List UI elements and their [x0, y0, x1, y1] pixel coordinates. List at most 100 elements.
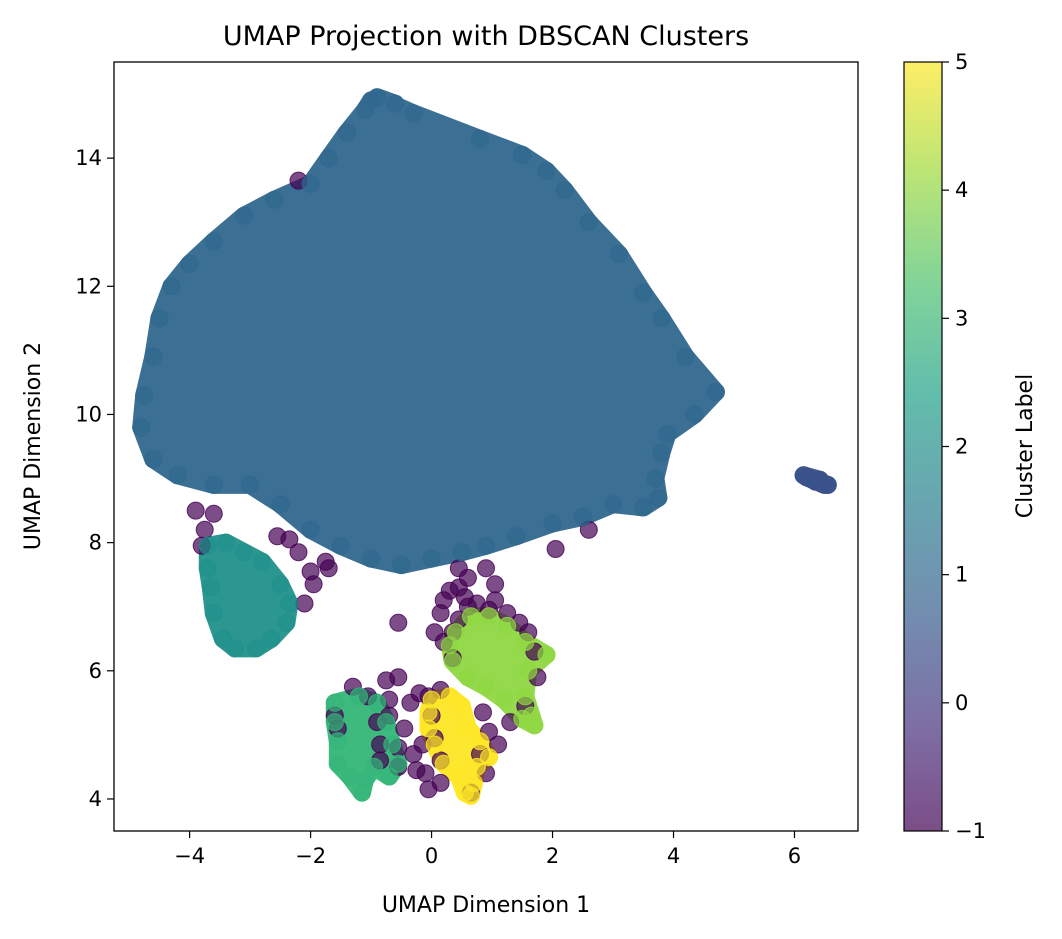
- data-point-cluster-1: [331, 536, 350, 555]
- y-tick-label: 4: [89, 787, 102, 811]
- data-point-cluster--1: [280, 530, 299, 549]
- y-tick-label: 14: [75, 146, 102, 170]
- data-point-cluster-1: [452, 543, 471, 562]
- data-point-cluster-4: [495, 690, 514, 709]
- data-point-cluster--1: [377, 671, 396, 690]
- data-point-cluster-1: [301, 174, 320, 193]
- data-point-cluster--1: [486, 575, 505, 594]
- y-axis: 4 6 8 10 12 14: [75, 146, 114, 811]
- data-point-cluster-2: [262, 629, 281, 648]
- y-tick-label: 12: [75, 274, 102, 298]
- data-point-cluster-2: [271, 575, 290, 594]
- data-point-cluster-2: [213, 629, 232, 648]
- data-point-cluster-1: [471, 129, 489, 148]
- data-point-cluster-1: [180, 254, 199, 273]
- data-point-cluster-3: [328, 732, 347, 751]
- data-point-cluster-5: [434, 754, 453, 773]
- data-point-cluster-2: [280, 594, 299, 613]
- data-point-cluster-1: [241, 475, 260, 494]
- data-point-cluster-5: [455, 783, 474, 802]
- data-point-cluster-4: [477, 677, 495, 696]
- data-point-cluster--1: [449, 559, 468, 578]
- data-point-cluster-5: [440, 687, 459, 706]
- data-point-cluster-5: [419, 719, 438, 738]
- data-point-cluster-3: [389, 754, 408, 773]
- data-point-cluster--1: [289, 543, 308, 562]
- x-tick-label: −4: [174, 844, 205, 868]
- data-point-cluster--1: [204, 504, 223, 523]
- data-point-cluster--1: [546, 540, 565, 558]
- data-point-cluster-3: [353, 783, 371, 802]
- data-point-cluster--1: [419, 780, 438, 799]
- data-point-cluster--1: [195, 520, 214, 539]
- data-point-cluster-1: [579, 213, 598, 232]
- data-point-cluster-4: [480, 607, 498, 626]
- data-point-cluster-1: [386, 94, 405, 113]
- x-tick-label: 6: [788, 844, 801, 868]
- data-point-cluster-2: [253, 552, 272, 571]
- data-point-cluster-1: [319, 149, 338, 168]
- data-point-cluster-3: [325, 693, 344, 712]
- data-point-cluster-1: [271, 495, 290, 514]
- data-point-cluster-1: [144, 347, 163, 366]
- colorbar-tick-label: −1: [955, 819, 986, 843]
- data-point-cluster-2: [247, 639, 266, 658]
- data-point-cluster--1: [486, 591, 505, 610]
- y-axis-label: UMAP Dimension 2: [21, 342, 46, 550]
- data-point-cluster-1: [204, 232, 223, 251]
- data-point-cluster-1: [658, 424, 677, 443]
- data-point-cluster-1: [513, 145, 532, 164]
- data-point-cluster-1: [652, 443, 671, 462]
- data-point-cluster-1: [404, 104, 423, 123]
- data-point-cluster-2: [198, 559, 217, 578]
- data-point-cluster-3: [368, 693, 387, 712]
- data-point-cluster-1: [543, 514, 562, 533]
- data-point-cluster-3: [377, 713, 396, 732]
- data-point-cluster--1: [389, 613, 408, 632]
- chart-title: UMAP Projection with DBSCAN Clusters: [223, 21, 749, 52]
- data-point-cluster-1: [392, 556, 411, 575]
- data-point-cluster-1: [685, 405, 704, 424]
- data-point-cluster-1: [537, 161, 556, 180]
- data-point-cluster-1: [362, 91, 381, 110]
- data-point-cluster-4: [516, 687, 535, 706]
- data-point-cluster-4: [458, 668, 477, 687]
- data-point-cluster--1: [186, 501, 205, 520]
- colorbar-tick-label: 1: [955, 563, 968, 587]
- data-point-cluster-5: [419, 703, 438, 722]
- data-point-cluster-5: [452, 697, 471, 715]
- colorbar-gradient: [903, 61, 943, 832]
- data-point-cluster--1: [316, 552, 335, 571]
- data-point-cluster-3: [365, 757, 384, 776]
- data-point-cluster-5: [458, 719, 477, 738]
- data-point-cluster-1: [676, 347, 695, 366]
- data-point-cluster--1: [404, 745, 423, 764]
- x-tick-label: 2: [546, 844, 559, 868]
- data-point-cluster-1: [634, 283, 653, 302]
- x-tick-label: −2: [295, 844, 326, 868]
- data-point-cluster-2: [277, 613, 296, 632]
- data-point-cluster-4: [537, 645, 556, 664]
- data-point-cluster--1: [295, 594, 314, 613]
- colorbar-tick-label: 5: [955, 50, 968, 74]
- data-point-cluster-1: [652, 309, 671, 328]
- x-tick-label: 0: [425, 844, 438, 868]
- data-point-cluster--1: [434, 591, 453, 610]
- colorbar-tick-label: 4: [955, 178, 968, 202]
- data-point-cluster-5: [471, 732, 489, 751]
- data-point-cluster-2: [216, 533, 235, 552]
- data-point-cluster-1: [507, 527, 526, 546]
- data-point-cluster--1: [395, 719, 414, 738]
- data-point-cluster-5: [425, 735, 444, 754]
- data-point-cluster-1: [604, 495, 622, 514]
- data-point-cluster-1: [301, 520, 320, 539]
- data-point-cluster-5: [467, 757, 486, 776]
- data-point-cluster--1: [477, 559, 495, 578]
- data-point-cluster-1: [204, 475, 223, 494]
- data-point-cluster-5: [449, 767, 468, 786]
- cluster-region-1: [132, 88, 725, 575]
- y-tick-label: 6: [89, 659, 102, 683]
- data-point-cluster-4: [519, 661, 538, 680]
- data-point-cluster-4: [513, 709, 532, 728]
